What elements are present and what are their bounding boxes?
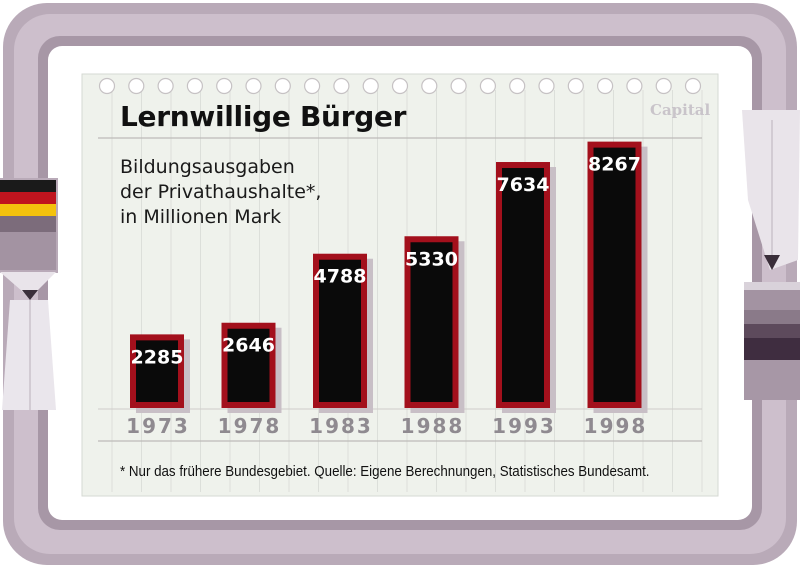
right-pencil	[742, 110, 800, 400]
binder-ring	[157, 77, 174, 95]
binder-ring	[655, 77, 672, 95]
x-tick-label-1988: 1988	[401, 414, 465, 438]
data-label-1983: 4788	[314, 266, 367, 288]
subtitle-line-2: der Privathaushalte*,	[120, 181, 322, 203]
binder-ring	[274, 77, 291, 95]
binder-ring	[596, 77, 614, 95]
binder-ring	[567, 77, 584, 95]
binder-ring	[421, 77, 438, 95]
x-tick-label-1973: 1973	[126, 414, 190, 438]
binder-ring	[216, 77, 233, 95]
footnote: * Nur das frühere Bundesgebiet. Quelle: …	[120, 464, 650, 480]
binder-ring	[538, 77, 555, 95]
binder-ring	[128, 77, 145, 95]
subtitle-line-1: Bildungsausgaben	[120, 156, 295, 178]
binder-ring	[333, 77, 350, 95]
bar-inner-1993	[502, 168, 544, 402]
value-labels-layer: 2285 2646 4788 5330 7634 8267	[131, 154, 641, 369]
bar-inner-1978	[227, 328, 270, 402]
bar-inner-1983	[319, 259, 361, 402]
x-tick-label-1978: 1978	[218, 414, 282, 438]
binder-ring	[245, 77, 262, 95]
paper-rings	[98, 77, 702, 95]
bar-inner-1998	[593, 147, 636, 402]
x-tick-label-1998: 1998	[584, 414, 648, 438]
left-pencil	[0, 178, 58, 410]
binder-ring	[186, 77, 203, 95]
bars-layer	[130, 141, 648, 413]
chart-title: Lernwillige Bürger	[120, 100, 407, 133]
binder-ring	[684, 77, 702, 95]
binder-ring	[450, 77, 467, 95]
binder-ring	[391, 77, 409, 95]
data-label-1993: 7634	[497, 174, 550, 196]
binder-ring	[98, 77, 116, 95]
paper-grid	[111, 90, 703, 492]
data-label-1978: 2646	[222, 335, 275, 357]
binder-ring	[362, 77, 379, 95]
x-tick-label-1993: 1993	[492, 414, 556, 438]
bar-inner-1988	[410, 242, 453, 402]
binder-ring	[626, 77, 643, 95]
binder-ring	[509, 77, 526, 95]
chart-subtitle: Bildungsausgaben der Privathaushalte*, i…	[120, 155, 321, 230]
data-label-1988: 5330	[405, 248, 458, 270]
x-tick-label-1983: 1983	[309, 414, 373, 438]
bar-inner-1973	[136, 340, 178, 402]
data-label-1973: 2285	[131, 346, 184, 368]
binder-ring	[479, 77, 496, 95]
data-label-1998: 8267	[588, 154, 641, 176]
year-labels-layer: 1973 1978 1983 1988 1993 1998	[126, 414, 648, 438]
brand-logo: Capital	[650, 101, 711, 119]
subtitle-line-3: in Millionen Mark	[120, 206, 282, 228]
binder-ring	[304, 77, 321, 95]
